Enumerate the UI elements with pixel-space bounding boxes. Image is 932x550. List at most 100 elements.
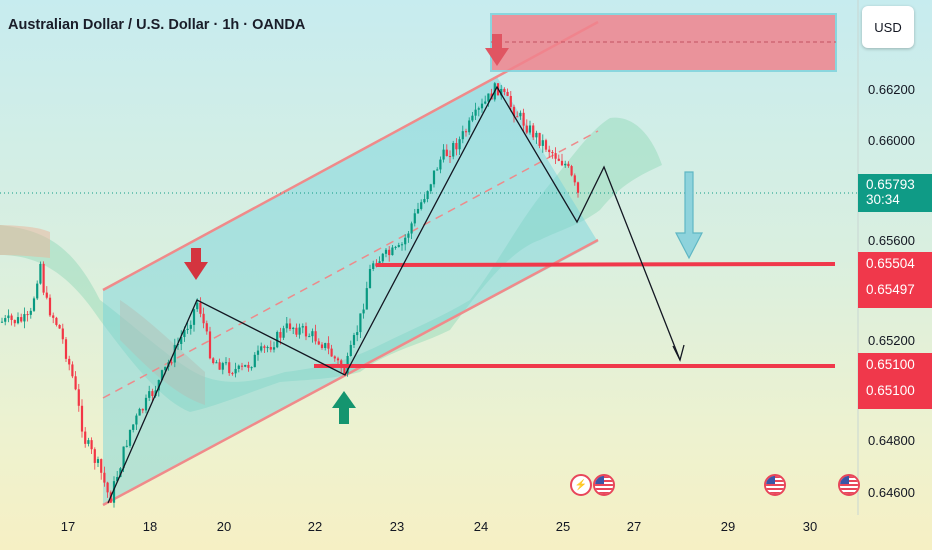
candle-body — [484, 101, 487, 104]
candle-body — [42, 263, 45, 293]
candle-body — [237, 365, 240, 369]
candle-body — [576, 182, 580, 193]
candle-body — [407, 233, 410, 238]
candle-body — [148, 391, 151, 398]
candle-body — [119, 468, 122, 478]
candle-body — [263, 346, 266, 348]
lightning-icon[interactable]: ⚡ — [570, 474, 592, 496]
candle-body — [189, 324, 192, 329]
candle-body — [506, 91, 509, 96]
candle-body — [519, 112, 522, 117]
candle-body — [429, 184, 432, 192]
candle-body — [544, 140, 548, 150]
candle-body — [272, 347, 276, 350]
candle-body — [212, 358, 215, 363]
price-label: 0.65100 — [866, 383, 915, 398]
candle-body — [567, 163, 570, 167]
candle-body — [336, 358, 340, 361]
candle-body — [413, 213, 416, 224]
us-flag-icon[interactable] — [838, 474, 860, 496]
candle-body — [141, 408, 144, 411]
candle-body — [279, 332, 282, 338]
candle-body — [471, 115, 474, 121]
candle-body — [151, 391, 154, 397]
candle-body — [298, 327, 301, 335]
candle-body — [122, 446, 125, 469]
candle-body — [474, 109, 477, 116]
down-arrow-marker — [184, 248, 208, 280]
chart-title: Australian Dollar / U.S. Dollar · 1h · O… — [8, 17, 306, 33]
candle-body — [560, 160, 564, 166]
x-tick-label: 24 — [473, 519, 489, 534]
candle-body — [557, 158, 560, 161]
candle-body — [80, 405, 84, 432]
candle-body — [55, 317, 58, 325]
candle-body — [253, 354, 256, 368]
candle-body — [256, 350, 260, 355]
candle-body — [90, 440, 93, 450]
candle-body — [221, 363, 224, 370]
candle-body — [570, 166, 573, 176]
y-tick-label: 0.64600 — [868, 485, 915, 500]
candle-body — [327, 343, 330, 349]
price-label-upper-tag: 0.65504 0.65497 — [858, 252, 932, 308]
x-tick-label: 22 — [307, 519, 323, 534]
candle-body — [128, 429, 132, 446]
candle-body — [16, 317, 20, 324]
candle-body — [448, 156, 452, 158]
bar-countdown: 30:34 — [866, 192, 900, 207]
x-tick-label: 23 — [389, 519, 405, 534]
candle-body — [426, 191, 429, 200]
candle-body — [554, 153, 557, 159]
x-tick-label: 20 — [216, 519, 232, 534]
candle-body — [266, 347, 269, 349]
candle-body — [410, 223, 413, 234]
candle-body — [106, 482, 109, 493]
candle-body — [436, 169, 439, 171]
candle-body — [103, 472, 106, 483]
candle-body — [330, 348, 333, 357]
price-label: 0.65497 — [866, 282, 915, 297]
candle-body — [218, 362, 221, 370]
candle-body — [432, 170, 436, 185]
candle-body — [311, 331, 314, 337]
candle-body — [548, 149, 551, 153]
candle-body — [192, 309, 196, 325]
current-price-tag: 0.65793 30:34 — [858, 174, 932, 212]
candle-body — [52, 315, 55, 318]
candle-body — [157, 380, 160, 391]
candle-body — [308, 336, 311, 338]
zigzag-pattern — [107, 85, 681, 504]
us-flag-icon[interactable] — [593, 474, 615, 496]
candle-body — [564, 163, 567, 166]
candle-body — [68, 358, 71, 365]
candle-body — [352, 335, 356, 345]
candle-body — [199, 302, 202, 314]
candle-body — [20, 317, 23, 322]
us-flag-icon[interactable] — [764, 474, 786, 496]
candle-body — [29, 310, 32, 315]
up-arrow-marker — [332, 391, 356, 424]
candle-body — [202, 313, 205, 324]
support-line-upper — [375, 262, 836, 267]
currency-selector-button[interactable]: USD — [862, 6, 914, 48]
y-tick-label: 0.66000 — [868, 133, 915, 148]
candle-body — [541, 140, 544, 146]
candle-body — [416, 208, 420, 214]
candle-body — [528, 125, 532, 133]
candle-body — [112, 481, 116, 503]
candle-body — [372, 263, 375, 270]
candle-body — [324, 343, 327, 348]
candle-body — [343, 368, 346, 374]
candle-body — [464, 131, 468, 133]
candle-body — [468, 120, 471, 133]
candle-body — [0, 321, 4, 323]
channel-lower-line — [102, 238, 599, 507]
candle-body — [180, 337, 183, 344]
candle-body — [423, 199, 426, 203]
candle-body — [144, 397, 148, 411]
candle-body — [247, 364, 250, 368]
candle-body — [295, 327, 298, 335]
